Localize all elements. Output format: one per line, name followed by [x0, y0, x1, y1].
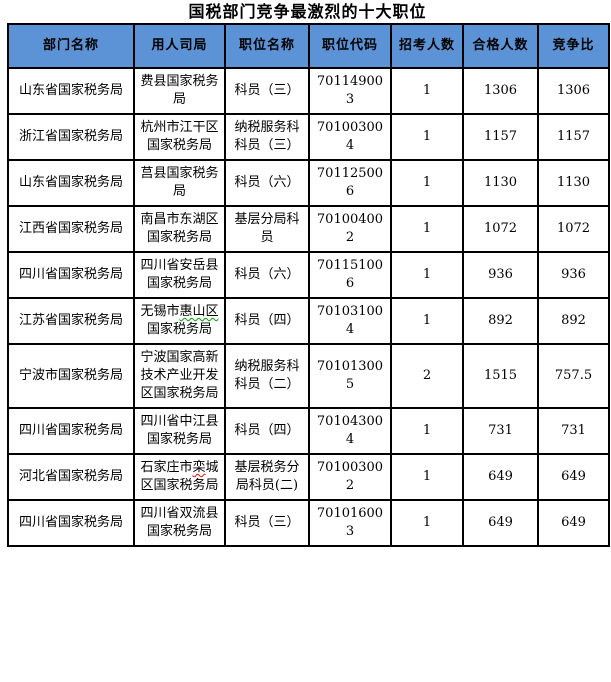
- table-cell: 649: [537, 453, 610, 501]
- table-cell: 1157: [462, 113, 539, 161]
- table-cell: 1072: [537, 205, 610, 253]
- table-cell: 757.5: [537, 343, 610, 409]
- spellcheck-mark: 惠山区: [179, 304, 219, 319]
- table-cell: 701149003: [308, 67, 392, 115]
- table-cell: 1: [390, 499, 464, 547]
- column-header-department: 部门名称: [7, 23, 135, 69]
- table-row: 江苏省国家税务局 无锡市惠山区国家税务局 科员（四） 701031004 1 892 892: [7, 297, 610, 345]
- table-cell: 1306: [537, 67, 610, 115]
- table-cell: 936: [537, 251, 610, 299]
- table-cell: 701003002: [308, 453, 392, 501]
- table-cell: 科员（六）: [224, 251, 310, 299]
- table-cell: 701004002: [308, 205, 392, 253]
- table-cell: 四川省国家税务局: [7, 251, 135, 299]
- table-cell: 科员（六）: [224, 159, 310, 207]
- table-cell: 701013005: [308, 343, 392, 409]
- table-header: 部门名称 用人司局 职位名称 职位代码 招考人数 合格人数 竞争比: [7, 23, 610, 69]
- table-cell: 701016003: [308, 499, 392, 547]
- table-cell: 科员（三）: [224, 499, 310, 547]
- table-cell: 费县国家税务局: [133, 67, 226, 115]
- table-cell: 石家庄市栾城区国家税务局: [133, 453, 226, 501]
- table-cell: 宁波国家高新技术产业开发区国家税务局: [133, 343, 226, 409]
- table-cell: 892: [462, 297, 539, 345]
- table-cell: 浙江省国家税务局: [7, 113, 135, 161]
- table-cell: 701125006: [308, 159, 392, 207]
- table-cell: 江西省国家税务局: [7, 205, 135, 253]
- table-cell: 江苏省国家税务局: [7, 297, 135, 345]
- table-row: 浙江省国家税务局 杭州市江干区国家税务局 纳税服务科科员（三） 701003004 1 1…: [7, 113, 610, 161]
- table-cell: 科员（四）: [224, 407, 310, 455]
- column-header-position-code: 职位代码: [308, 23, 392, 69]
- table-cell: 1130: [537, 159, 610, 207]
- table-cell: 1: [390, 407, 464, 455]
- table-cell: 701043004: [308, 407, 392, 455]
- table-cell: 1157: [537, 113, 610, 161]
- table-cell: 宁波市国家税务局: [7, 343, 135, 409]
- page-title: 国税部门竞争最激烈的十大职位: [188, 2, 427, 21]
- table-cell: 2: [390, 343, 464, 409]
- table-cell: 1: [390, 453, 464, 501]
- table-cell: 科员（三）: [224, 67, 310, 115]
- table-cell: 701151006: [308, 251, 392, 299]
- table-cell: 1515: [462, 343, 539, 409]
- table-cell: 649: [462, 453, 539, 501]
- table-cell: 山东省国家税务局: [7, 67, 135, 115]
- table-cell: 1: [390, 251, 464, 299]
- table-cell: 杭州市江干区国家税务局: [133, 113, 226, 161]
- table-cell: 四川省安岳县国家税务局: [133, 251, 226, 299]
- table-cell: 731: [462, 407, 539, 455]
- table-row: 山东省国家税务局 费县国家税务局 科员（三） 701149003 1 1306 1306: [7, 67, 610, 115]
- table-cell: 701031004: [308, 297, 392, 345]
- table-cell: 1: [390, 113, 464, 161]
- column-header-position-name: 职位名称: [224, 23, 310, 69]
- table-cell: 河北省国家税务局: [7, 453, 135, 501]
- table-header-row: 部门名称 用人司局 职位名称 职位代码 招考人数 合格人数 竞争比: [7, 23, 610, 69]
- table-cell: 基层税务分局科员(二): [224, 453, 310, 501]
- table-cell: 1306: [462, 67, 539, 115]
- table-row: 四川省国家税务局 四川省中江县国家税务局 科员（四） 701043004 1 731 731: [7, 407, 610, 455]
- table-row: 河北省国家税务局 石家庄市栾城区国家税务局 基层税务分局科员(二) 701003002…: [7, 453, 610, 501]
- table-cell: 基层分局科员: [224, 205, 310, 253]
- column-header-recruit-count: 招考人数: [390, 23, 464, 69]
- table-cell: 四川省中江县国家税务局: [133, 407, 226, 455]
- column-header-qualified-count: 合格人数: [462, 23, 539, 69]
- competition-table: 部门名称 用人司局 职位名称 职位代码 招考人数 合格人数 竞争比 山东省国家税…: [7, 23, 610, 547]
- table-cell: 731: [537, 407, 610, 455]
- table-cell: 701003004: [308, 113, 392, 161]
- table-body: 山东省国家税务局 费县国家税务局 科员（三） 701149003 1 1306 1306 浙江…: [7, 67, 610, 547]
- table-cell: 1: [390, 67, 464, 115]
- table-row: 江西省国家税务局 南昌市东湖区国家税务局 基层分局科员 701004002 1 1072 1…: [7, 205, 610, 253]
- table-row: 山东省国家税务局 莒县国家税务局 科员（六） 701125006 1 1130 1130: [7, 159, 610, 207]
- table-cell: 纳税服务科科员（二）: [224, 343, 310, 409]
- table-row: 四川省国家税务局 四川省双流县国家税务局 科员（三） 701016003 1 649 649: [7, 499, 610, 547]
- table-cell: 纳税服务科科员（三）: [224, 113, 310, 161]
- table-cell: 1: [390, 297, 464, 345]
- column-header-bureau: 用人司局: [133, 23, 226, 69]
- table-cell: 936: [462, 251, 539, 299]
- table-cell: 莒县国家税务局: [133, 159, 226, 207]
- table-cell: 1: [390, 159, 464, 207]
- table-cell: 科员（四）: [224, 297, 310, 345]
- spellcheck-mark: 栾: [192, 460, 206, 475]
- table-cell: 南昌市东湖区国家税务局: [133, 205, 226, 253]
- table-cell: 649: [462, 499, 539, 547]
- table-cell: 649: [537, 499, 610, 547]
- table-row: 宁波市国家税务局 宁波国家高新技术产业开发区国家税务局 纳税服务科科员（二） 7010…: [7, 343, 610, 409]
- column-header-competition-ratio: 竞争比: [537, 23, 610, 69]
- table-row: 四川省国家税务局 四川省安岳县国家税务局 科员（六） 701151006 1 936 936: [7, 251, 610, 299]
- table-cell: 1: [390, 205, 464, 253]
- table-cell: 四川省国家税务局: [7, 499, 135, 547]
- table-cell: 四川省国家税务局: [7, 407, 135, 455]
- table-cell: 山东省国家税务局: [7, 159, 135, 207]
- table-cell: 无锡市惠山区国家税务局: [133, 297, 226, 345]
- table-cell: 1072: [462, 205, 539, 253]
- table-cell: 892: [537, 297, 610, 345]
- table-cell: 四川省双流县国家税务局: [133, 499, 226, 547]
- table-cell: 1130: [462, 159, 539, 207]
